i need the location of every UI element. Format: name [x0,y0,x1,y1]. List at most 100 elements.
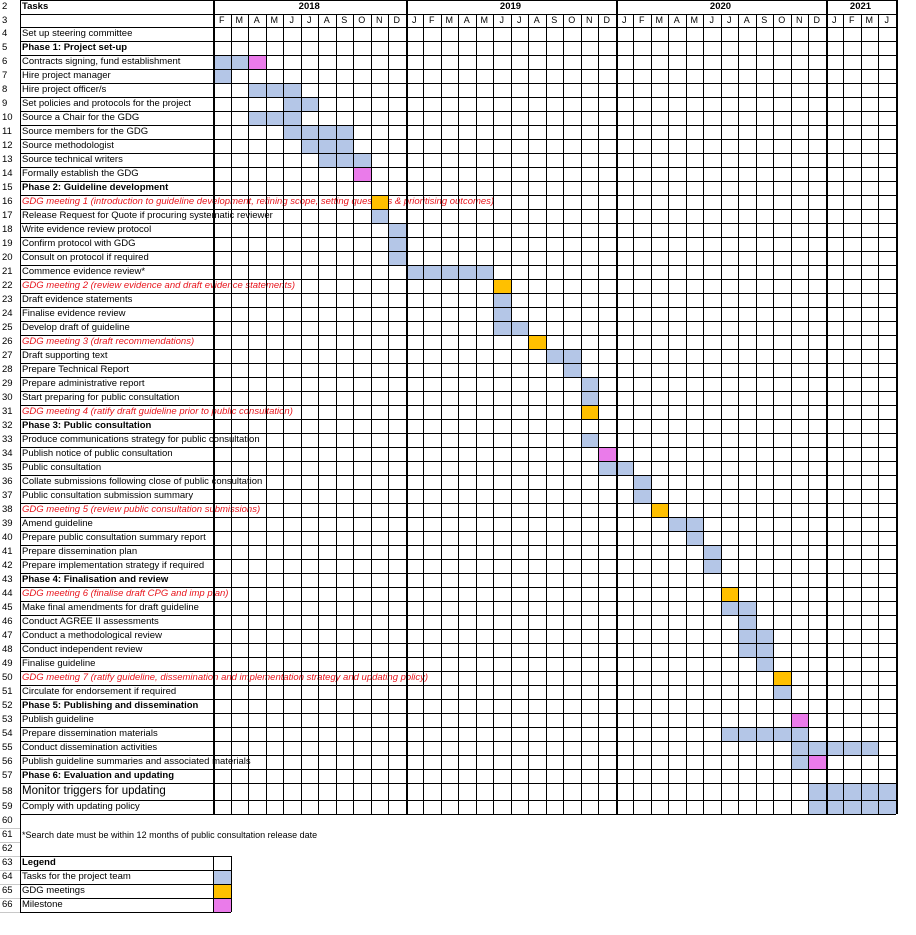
row-number: 50 [2,672,13,683]
row-number: 26 [2,336,13,347]
task-label: Finalise evidence review [22,308,126,319]
gantt-bar-pink [354,168,371,181]
month-divider [265,13,267,814]
row-number: 21 [2,266,13,277]
gantt-bar-blue [809,784,896,800]
month-divider [773,13,774,814]
gantt-bar-orange [581,406,598,419]
row-border [20,699,896,700]
row-number: 65 [2,885,13,896]
row-border [20,209,896,210]
month-divider [423,13,424,814]
gantt-bar-blue [739,616,756,629]
month-label: A [323,14,330,25]
row-number: 39 [2,518,13,529]
month-label: J [727,14,732,25]
month-divider [563,13,564,814]
row-border [0,912,20,913]
gantt-bar-pink [599,448,616,461]
legend-swatch-blue [214,871,231,884]
row-number: 33 [2,434,13,445]
row-border [20,643,896,644]
month-label: M [655,14,664,25]
row-number: 53 [2,714,13,725]
gantt-bar-blue [634,490,651,503]
row-border [0,898,20,899]
tasks-header: Tasks [22,1,49,12]
row-number: 64 [2,871,13,882]
phase-heading: Phase 4: Finalisation and review [22,574,169,585]
row-number: 20 [2,252,13,263]
gantt-bar-blue [406,266,493,279]
month-divider [668,13,669,814]
task-label: Develop draft of guideline [22,322,130,333]
row-number: 34 [2,448,13,459]
month-label: A [253,14,260,25]
legend-border [20,870,231,871]
row-number: 49 [2,658,13,669]
legend-swatch-orange [214,885,231,898]
gdg-meeting-task: GDG meeting 5 (review public consultatio… [22,504,261,515]
phase-heading: Phase 2: Guideline development [22,182,169,193]
task-label: Source members for the GDG [22,126,149,137]
row-border [20,461,896,462]
month-label: J [517,14,522,25]
gantt-bar-blue [791,756,808,769]
row-border [20,489,896,490]
row-border [20,265,896,266]
month-divider [790,13,792,814]
row-number: 13 [2,154,13,165]
task-label: Release Request for Quote if procuring s… [22,210,273,221]
task-label: Publish notice of public consultation [22,448,173,459]
month-divider [650,13,652,814]
row-border [20,503,896,504]
task-label: Circulate for endorsement if required [22,686,177,697]
row-number: 16 [2,196,13,207]
month-divider [528,13,529,814]
month-label: M [270,14,279,25]
row-number: 7 [2,70,8,81]
gantt-bar-blue [494,308,511,321]
row-number: 22 [2,280,13,291]
month-divider [300,13,302,814]
month-divider [860,13,862,814]
row-border [20,447,896,448]
row-border [20,475,896,476]
row-border [20,405,896,406]
month-label: F [219,14,225,25]
task-label: Consult on protocol if required [22,252,149,263]
row-border [20,195,896,196]
row-number: 63 [2,857,13,868]
row-border [20,545,896,546]
row-border [20,97,896,98]
task-label: Commence evidence review* [22,266,146,277]
task-label: Source a Chair for the GDG [22,112,140,123]
row-number: 4 [2,28,8,39]
row-border [20,713,896,714]
gantt-bar-orange [494,280,511,293]
month-label: N [586,14,593,25]
gantt-bar-blue [686,532,703,545]
task-label: Source methodologist [22,140,114,151]
month-label: N [376,14,383,25]
task-label: Confirm protocol with GDG [22,238,136,249]
year-label: 2019 [499,1,522,12]
month-label: M [480,14,489,25]
row-number: 30 [2,392,13,403]
row-border [20,601,896,602]
row-number: 14 [2,168,13,179]
month-divider [388,13,389,814]
row-number: 6 [2,56,8,67]
row-border [20,755,896,756]
row-number: 31 [2,406,13,417]
gantt-bar-orange [651,504,668,517]
row-border [20,629,896,630]
row-border [20,615,896,616]
year-label: 2020 [709,1,732,12]
row-border [20,139,896,140]
month-divider [843,13,844,814]
row-number: 18 [2,224,13,235]
year-divider [405,0,408,814]
month-divider [738,13,739,814]
row-number: 51 [2,686,13,697]
